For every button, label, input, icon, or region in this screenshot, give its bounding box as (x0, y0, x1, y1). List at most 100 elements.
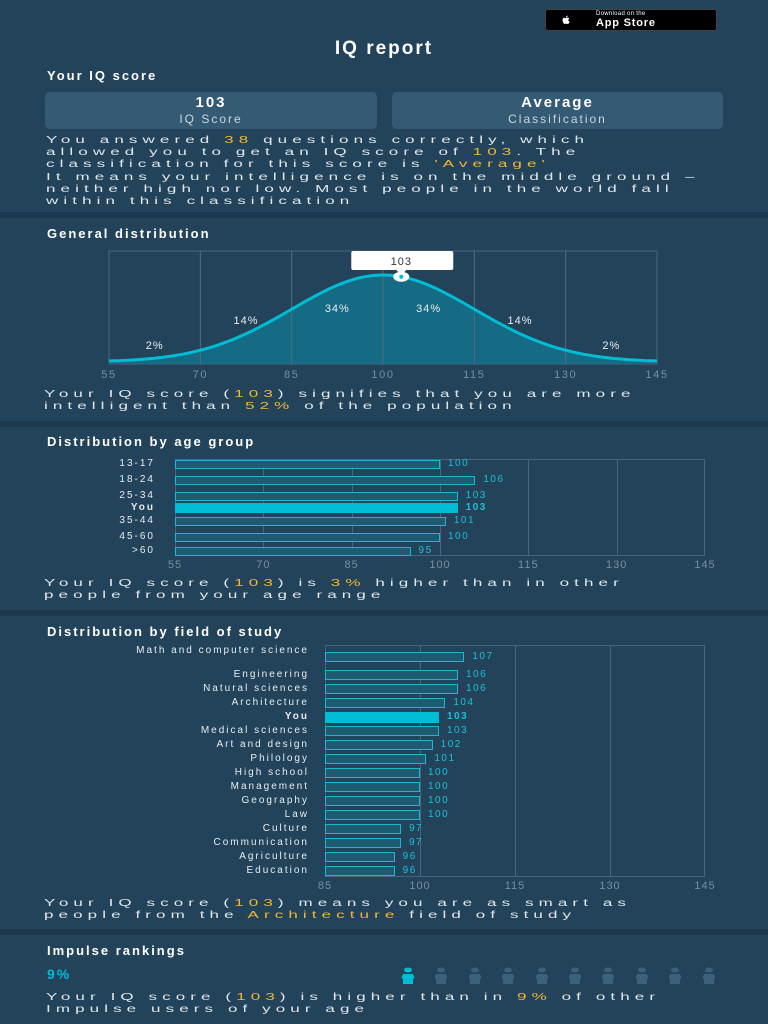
bar (325, 810, 420, 820)
x-tick-label: 130 (605, 559, 628, 571)
person-icon (535, 967, 549, 984)
bar (325, 740, 433, 750)
x-tick-label: 55 (167, 559, 183, 571)
category-label: You (284, 711, 309, 722)
person-icon (635, 967, 649, 984)
iq-score-value: 103 (195, 94, 227, 111)
classification-card: Average Classification (392, 92, 723, 129)
value-label: 96 (402, 851, 417, 862)
score-heading: Your IQ score (47, 68, 158, 83)
bar (175, 491, 458, 501)
x-tick-label: 85 (284, 369, 299, 381)
value-label: 100 (448, 458, 470, 469)
value-label: 100 (428, 781, 450, 792)
text: Your IQ score ( (46, 992, 237, 1003)
x-tick-label: 115 (518, 559, 539, 571)
highlight: 103 (236, 992, 280, 1003)
highlight: 103 (472, 147, 517, 158)
person-icon (401, 967, 415, 984)
age-summary: Your IQ score (103) is 3% higher than in… (44, 578, 690, 602)
category-label: Agriculture (239, 851, 309, 862)
category-label: Architecture (231, 697, 309, 708)
section-divider (0, 929, 768, 935)
bar (325, 768, 420, 778)
you-bar (175, 503, 458, 513)
text: Your IQ score ( (44, 898, 235, 909)
iq-score-label: IQ Score (179, 112, 243, 126)
bar (175, 475, 476, 485)
text: of other Impulse users of your age (46, 992, 661, 1015)
value-label: 103 (447, 711, 469, 722)
text: field of study (399, 910, 577, 921)
value-label: 96 (402, 865, 417, 876)
bar (175, 532, 440, 542)
value-label: 101 (434, 753, 456, 764)
value-label: 102 (440, 739, 462, 750)
section-divider (0, 212, 768, 218)
text: . The classification for this score is (46, 147, 581, 170)
x-tick-label: 130 (554, 369, 577, 381)
value-label: 106 (466, 683, 488, 694)
person-icon (501, 967, 515, 984)
x-tick-label: 145 (645, 369, 668, 381)
value-label: 107 (472, 651, 494, 662)
field-summary: Your IQ score (103) means you are as sma… (44, 898, 707, 922)
app-store-badge[interactable]: Download on the App Store (545, 9, 717, 31)
classification-explanation: It means your intelligence is on the mid… (46, 172, 700, 207)
value-label: 103 (447, 725, 469, 736)
bar (325, 796, 420, 806)
grid-line (616, 459, 618, 556)
highlight: 52% (245, 401, 295, 412)
highlight: 'Average' (434, 159, 550, 170)
category-label: 18-24 (119, 474, 155, 485)
person-icon (601, 967, 615, 984)
text: ) means you are as smart as people from … (44, 898, 632, 921)
band-label: 2% (602, 340, 620, 352)
text: ) is higher than in (279, 992, 518, 1003)
bar (325, 866, 395, 876)
text: higher than in other people from your ag… (44, 578, 624, 601)
bar (325, 670, 458, 680)
x-tick-label: 145 (694, 559, 716, 571)
general-heading: General distribution (47, 226, 211, 241)
person-icon (568, 967, 582, 984)
text: of the population (294, 401, 517, 412)
category-label: Culture (262, 823, 309, 834)
text: You answered (46, 135, 225, 146)
highlight: Architecture (247, 910, 400, 921)
x-tick-label: 100 (371, 369, 394, 381)
category-label: Medical sciences (200, 725, 309, 736)
highlight: 3% (330, 578, 366, 589)
highlight: 103 (234, 898, 278, 909)
x-tick-label: 100 (409, 880, 431, 892)
marker-tooltip (351, 251, 454, 270)
grid-line (610, 645, 611, 877)
section-divider (0, 610, 768, 616)
section-divider (0, 421, 768, 427)
value-label: 106 (466, 669, 488, 680)
category-label: You (130, 502, 155, 513)
value-label: 103 (465, 490, 487, 501)
category-label: Natural sciences (203, 683, 309, 694)
value-label: 100 (448, 531, 470, 542)
bar (325, 698, 446, 708)
bar (325, 754, 427, 764)
bell-curve-chart: 55 70 85 100 115 130 145 2% 14% 34% 34% 14% 2% 103 (101, 250, 668, 381)
text: questions correctly, which allowed you t… (46, 135, 590, 158)
field-heading: Distribution by field of study (47, 624, 284, 639)
category-label: Management (230, 781, 309, 792)
band-label: 2% (146, 340, 164, 352)
page-title: IQ report (334, 38, 434, 59)
x-tick-label: 85 (317, 880, 333, 892)
value-label: 95 (418, 545, 433, 556)
x-tick-label: 130 (599, 880, 621, 892)
value-label: 97 (409, 837, 424, 848)
x-tick-label: 100 (429, 559, 451, 571)
bar (325, 652, 465, 662)
impulse-percent: 9% (47, 966, 72, 982)
category-label: 13-17 (119, 458, 155, 469)
badge-big-text: App Store (596, 17, 656, 29)
you-bar (325, 711, 439, 723)
text: Your IQ score ( (44, 389, 235, 400)
bar (325, 838, 401, 848)
